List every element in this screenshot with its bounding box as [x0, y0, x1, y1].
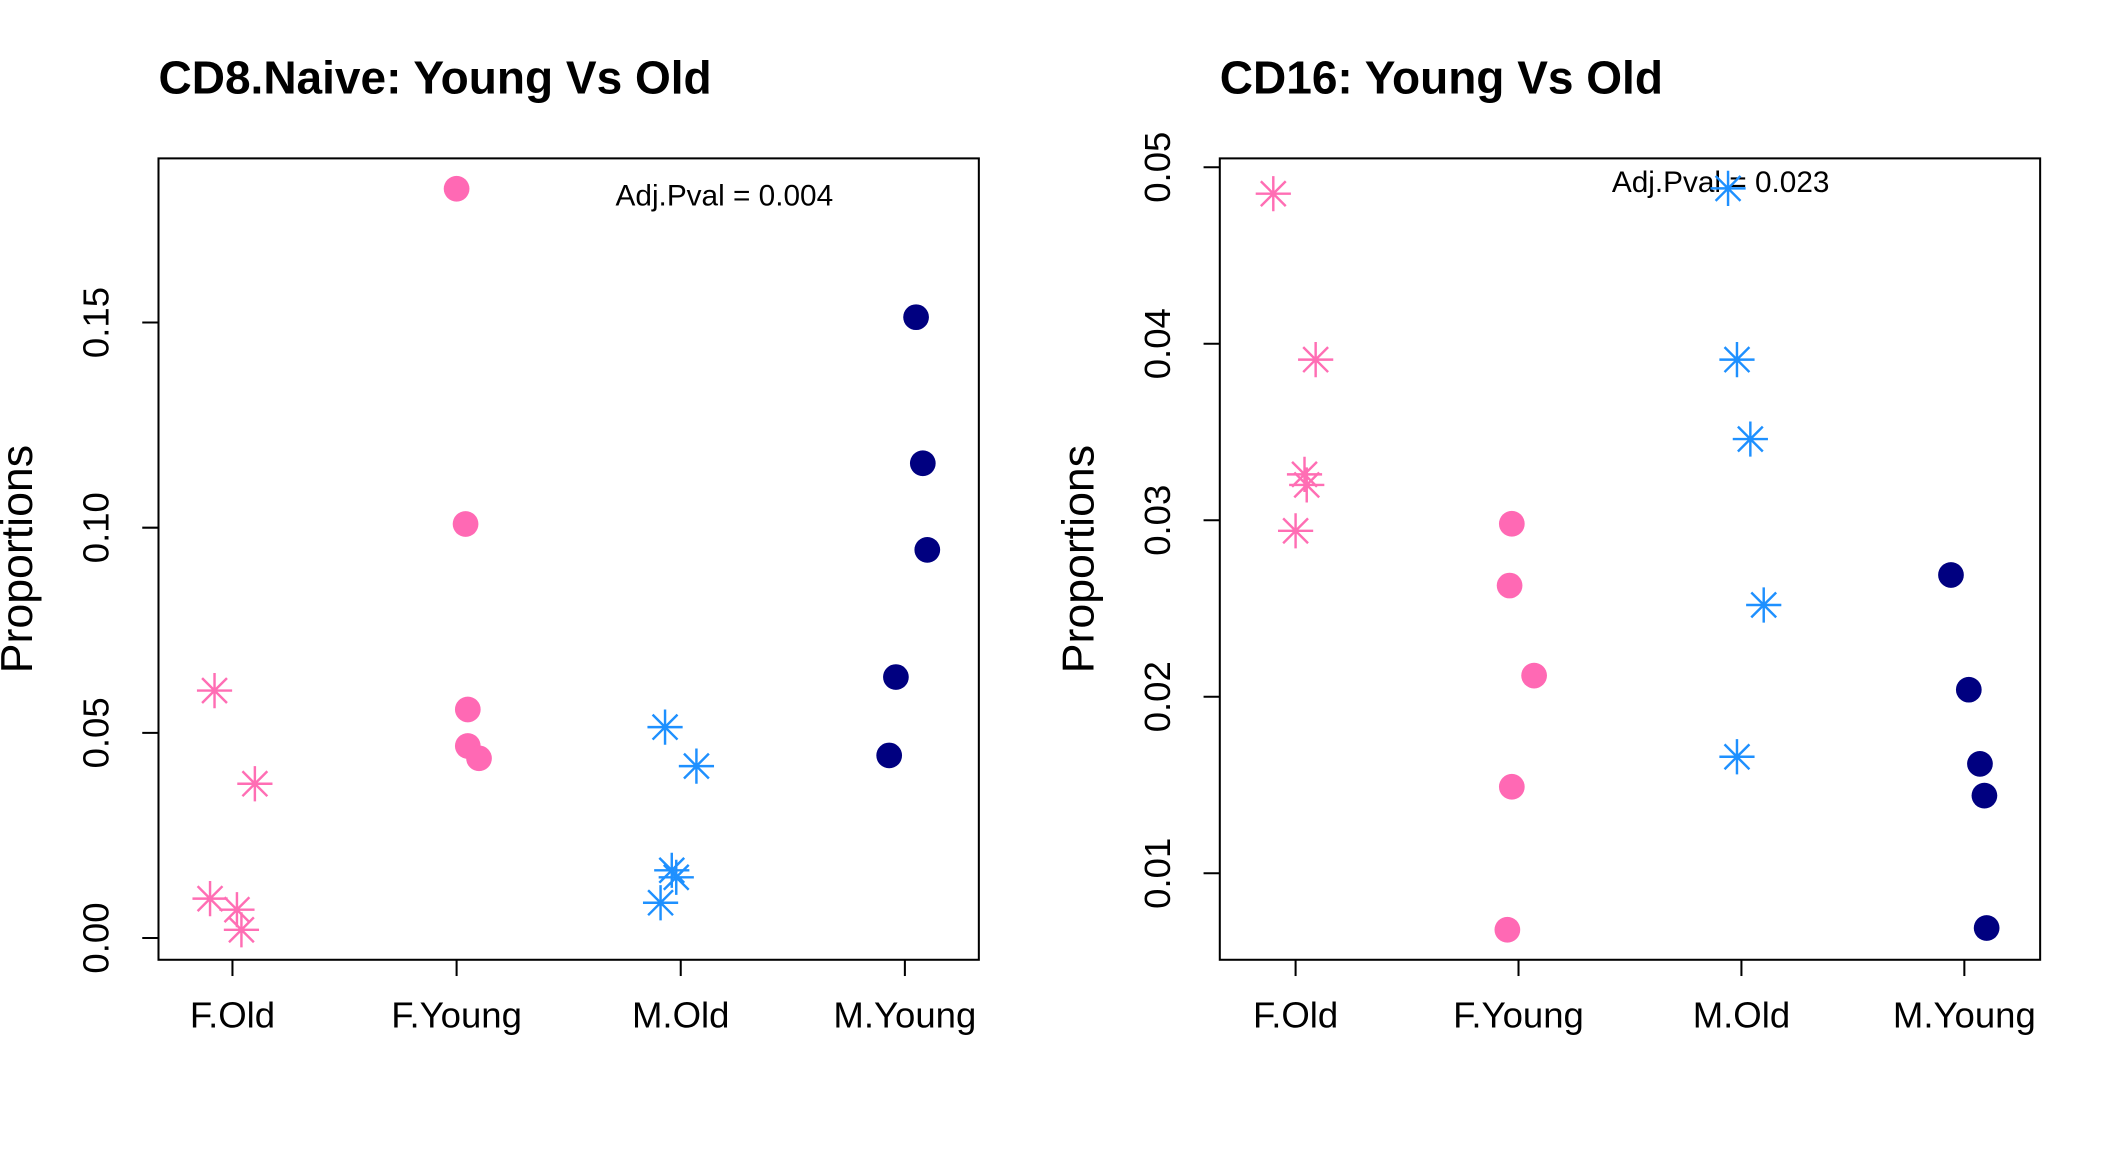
x-tick-label: M.Old	[1693, 995, 1790, 1036]
circle-point	[1498, 773, 1525, 800]
y-tick-label: 0.02	[1137, 661, 1178, 732]
circle-point	[443, 175, 470, 202]
star-point	[1732, 421, 1768, 457]
star-point	[1710, 170, 1746, 206]
star-point	[223, 912, 260, 948]
star-point	[1286, 456, 1323, 492]
star-point	[1298, 342, 1334, 378]
circle-point	[1938, 562, 1964, 588]
circle-point	[1521, 662, 1547, 689]
y-tick-label: 0.10	[76, 492, 117, 563]
star-point	[1719, 739, 1755, 775]
chart-title: CD16: Young Vs Old	[1220, 51, 1663, 103]
circle-point	[883, 664, 909, 690]
circle-point	[1967, 750, 1993, 777]
star-point	[678, 748, 715, 784]
star-point	[219, 892, 255, 928]
star-point	[1746, 587, 1782, 623]
star-point	[237, 766, 273, 802]
plot-frame	[1218, 157, 2042, 961]
chart-title: CD8.Naive: Young Vs Old	[158, 51, 711, 103]
x-tick-label: F.Young	[391, 995, 522, 1036]
y-axis-label: Proportions	[0, 445, 42, 673]
chart-panel: CD8.Naive: Young Vs Old Proportions Adj.Pv…	[0, 51, 980, 1036]
circle-point	[903, 304, 929, 331]
circle-point	[1496, 572, 1523, 599]
star-point	[658, 859, 694, 895]
circle-point	[454, 696, 481, 723]
star-point	[642, 885, 679, 921]
star-point	[647, 709, 683, 745]
circle-point	[876, 742, 903, 769]
x-tick-label: M.Young	[833, 995, 976, 1036]
x-tick-label: M.Old	[632, 995, 729, 1036]
circle-point	[1955, 676, 1982, 703]
x-tick-label: F.Old	[190, 995, 275, 1036]
plot-frame	[157, 157, 980, 961]
circle-point	[914, 536, 941, 563]
circle-point	[466, 745, 492, 772]
circle-point	[1498, 510, 1525, 537]
circle-point	[1971, 782, 1998, 809]
y-tick-label: 0.01	[1137, 838, 1178, 909]
circle-point	[1973, 915, 2000, 941]
x-tick-label: F.Old	[1253, 995, 1338, 1036]
circle-point	[909, 450, 936, 477]
circle-point	[452, 511, 479, 537]
star-point	[192, 881, 228, 917]
star-point	[1255, 176, 1291, 212]
circle-point	[1494, 916, 1521, 943]
y-tick-label: 0.05	[76, 697, 117, 768]
star-point	[1719, 342, 1755, 378]
y-tick-label: 0.15	[76, 287, 117, 358]
y-tick-label: 0.00	[76, 902, 117, 973]
star-point	[1277, 513, 1314, 549]
star-point	[196, 672, 233, 709]
x-tick-label: F.Young	[1453, 995, 1584, 1036]
x-tick-label: M.Young	[1893, 995, 2036, 1036]
y-axis-label: Proportions	[1055, 445, 1104, 673]
star-point	[1289, 467, 1325, 503]
y-tick-label: 0.04	[1137, 308, 1178, 379]
y-tick-label: 0.03	[1137, 485, 1178, 556]
annotation: Adj.Pval = 0.004	[616, 179, 834, 212]
y-tick-label: 0.05	[1137, 132, 1178, 203]
star-point	[654, 852, 690, 888]
